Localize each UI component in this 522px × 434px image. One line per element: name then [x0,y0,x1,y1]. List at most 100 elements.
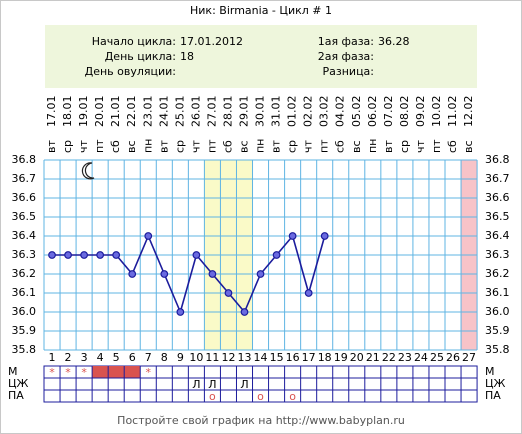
y2-tick-label: 36.6 [485,191,510,204]
row-mark: Л [208,378,216,391]
temperature-point [96,251,105,259]
date-label: 22.01 [125,96,138,128]
y-tick-label: 36.5 [12,210,37,223]
weekday-label: вт [157,140,170,153]
x-tick-label: 12 [221,351,235,364]
x-tick-label: 1 [49,351,56,364]
row-label: ПА [8,389,24,402]
temperature-point [128,270,137,278]
weekday-label: вт [270,140,283,153]
y2-tick-label: 36.7 [485,172,510,185]
date-label: 02.02 [302,96,315,128]
weekday-label: вс [350,140,363,153]
row-mark: * [81,366,87,379]
date-label: 17.01 [45,96,58,128]
temperature-point [112,251,121,259]
y2-tick-label: 36.0 [485,305,510,318]
x-tick-label: 13 [238,351,252,364]
temperature-point [272,251,281,259]
row-mark: о [257,390,264,403]
temperature-point [224,289,233,297]
info-label: День цикла: [105,50,176,63]
row-mark: * [49,366,55,379]
weekday-label: вс [462,140,475,153]
temperature-point [144,232,153,240]
x-tick-label: 23 [398,351,412,364]
date-label: 09.02 [414,96,427,128]
date-label: 18.01 [61,96,74,128]
y-tick-label: 36.2 [12,267,37,280]
weekday-label: чт [189,140,202,153]
chart-title: Ник: Birmania - Цикл # 1 [190,4,332,17]
info-value: 17.01.2012 [180,35,243,48]
date-label: 26.01 [189,96,202,128]
date-label: 07.02 [382,96,395,128]
x-tick-label: 20 [350,351,364,364]
date-label: 10.02 [430,96,443,128]
info-box [45,25,477,88]
temperature-point [320,232,329,240]
info-label: 2ая фаза: [318,50,374,63]
row-fill [108,366,125,378]
temperature-point [48,251,56,259]
temperature-point [192,251,201,259]
weekday-label: ср [398,140,411,153]
info-label: День овуляции: [85,65,176,78]
weekday-label: сб [109,140,122,153]
y-tick-label: 35.8 [12,343,37,356]
weekday-label: ср [286,140,299,153]
date-label: 25.01 [173,96,186,128]
date-label: 31.01 [270,96,283,128]
row-mark: о [289,390,296,403]
x-tick-label: 6 [129,351,136,364]
weekday-label: пт [318,139,331,153]
y-tick-label: 36.3 [12,248,37,261]
x-tick-label: 14 [254,351,268,364]
x-tick-label: 4 [97,351,104,364]
x-tick-label: 11 [205,351,219,364]
y-tick-label: 36.6 [12,191,37,204]
info-value: 18 [180,50,194,63]
x-tick-label: 2 [65,351,72,364]
moon-icon [81,162,95,180]
x-tick-label: 8 [161,351,168,364]
y-tick-label: 35.9 [12,324,37,337]
row-mark: Л [192,378,200,391]
y2-tick-label: 36.1 [485,286,510,299]
date-label: 30.01 [254,96,267,128]
temperature-point [80,251,88,259]
weekday-label: вс [238,140,251,153]
y-tick-label: 36.7 [12,172,37,185]
y-tick-label: 36.0 [12,305,37,318]
x-tick-label: 24 [414,351,428,364]
temperature-point [288,232,297,240]
info-value: 36.28 [378,35,410,48]
date-label: 11.02 [446,96,459,128]
date-label: 03.02 [318,96,331,128]
x-tick-label: 22 [382,351,396,364]
weekday-label: пн [366,139,379,153]
x-tick-label: 15 [270,351,284,364]
x-tick-label: 9 [177,351,184,364]
row-mark: Л [240,378,248,391]
temperature-point [256,270,265,278]
x-tick-label: 26 [446,351,460,364]
info-label: 1ая фаза: [318,35,374,48]
weekday-label: вт [45,140,58,153]
row-mark: о [209,390,216,403]
weekday-label: чт [414,140,427,153]
date-label: 28.01 [221,95,234,127]
row-label-right: ЦЖ [485,377,506,390]
x-tick-label: 21 [366,351,380,364]
rows-frame [43,365,478,403]
x-tick-label: 18 [318,351,332,364]
info-label: Начало цикла: [92,35,176,48]
row-mark: * [65,366,71,379]
weekday-label: сб [221,140,234,153]
date-label: 08.02 [398,96,411,128]
row-label-right: М [485,365,495,378]
y-tick-label: 36.1 [12,286,37,299]
weekday-label: ср [173,140,186,153]
weekday-label: сб [446,140,459,153]
weekday-label: пт [205,139,218,153]
